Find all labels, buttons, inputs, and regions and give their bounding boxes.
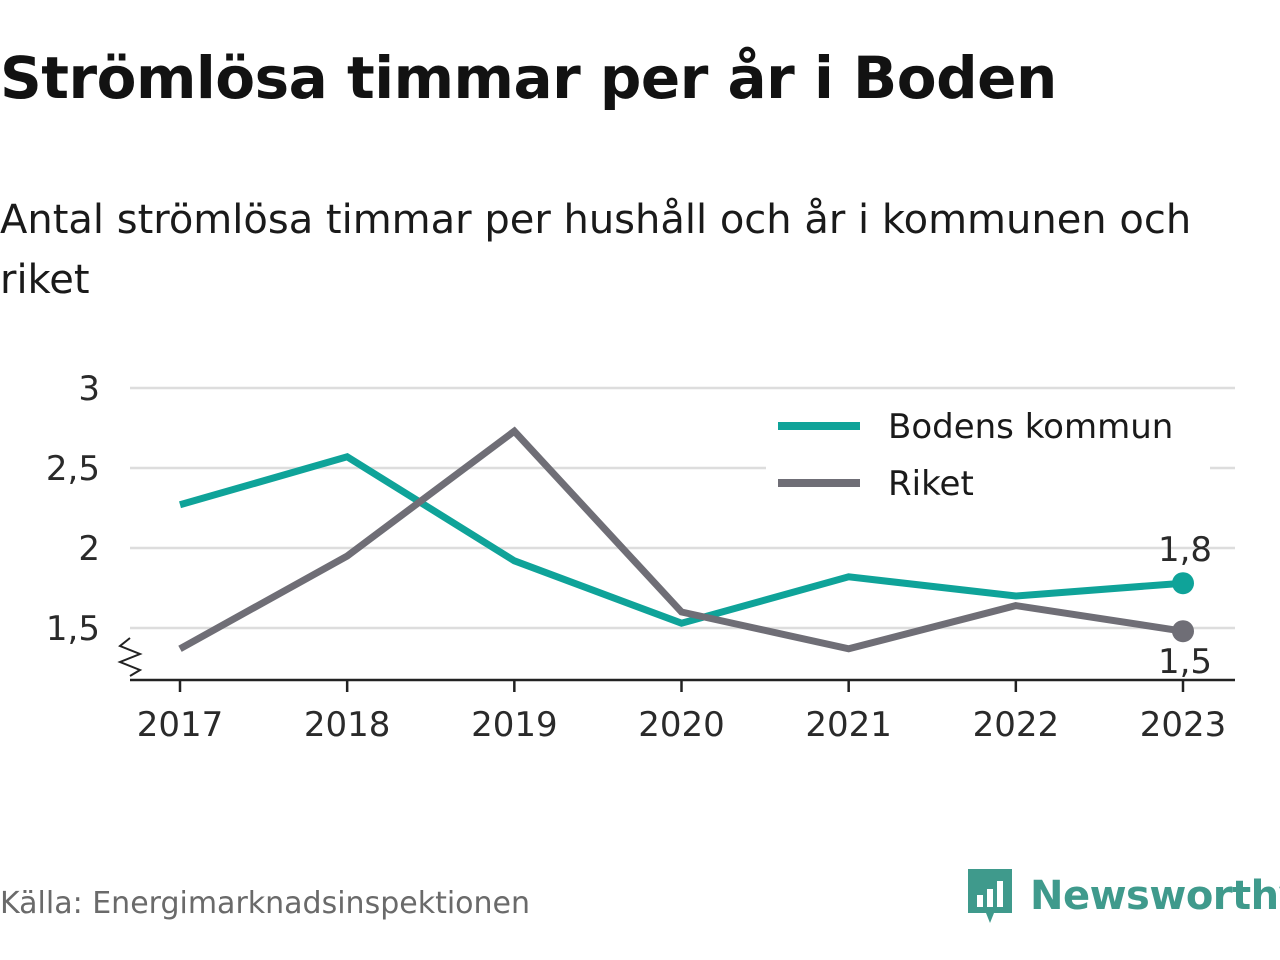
x-tick-label: 2023 [1140, 705, 1227, 745]
legend-label: Bodens kommun [888, 407, 1173, 447]
x-tick-label: 2017 [137, 705, 224, 745]
legend-box [766, 400, 1210, 520]
line-chart: 1,5 2 2,5 3 2017 2018 2019 2020 2021 2022 2023 Bo… [46, 369, 1235, 745]
x-tick-label: 2022 [973, 705, 1060, 745]
x-tick-label: 2021 [805, 705, 892, 745]
axis-break-icon [117, 637, 143, 677]
series-line-riket [178, 426, 1184, 653]
brand-name: Newsworthy [1030, 873, 1280, 919]
brand-logo: Newsworthy [964, 864, 1280, 928]
y-tick-label: 2,5 [46, 449, 100, 489]
end-labels: 1,8 1,5 [1158, 530, 1212, 682]
y-tick-label: 2 [78, 529, 100, 569]
newsworthy-logo-icon [968, 869, 1012, 923]
legend: Bodens kommun Riket [766, 400, 1210, 520]
chart-title: Strömlösa timmar per år i Boden [0, 44, 1057, 112]
end-value-label: 1,8 [1158, 530, 1212, 570]
end-value-label: 1,5 [1158, 642, 1212, 682]
series-line-bodens-kommun [179, 453, 1184, 627]
x-axis: 2017 2018 2019 2020 2021 2022 2023 [117, 637, 1235, 745]
series-lines [178, 426, 1184, 653]
end-point [1172, 620, 1194, 643]
y-axis-ticks: 1,5 2 2,5 3 [46, 369, 100, 649]
source-note: Källa: Energimarknadsinspektionen [0, 886, 531, 921]
x-tick-label: 2018 [304, 705, 391, 745]
end-point [1172, 572, 1194, 595]
x-tick-label: 2019 [471, 705, 558, 745]
y-tick-label: 1,5 [46, 609, 100, 649]
y-tick-label: 3 [78, 369, 100, 409]
chart-subtitle: Antal strömlösa timmar per hushåll och å… [0, 197, 1192, 303]
legend-label: Riket [888, 464, 974, 504]
x-tick-label: 2020 [638, 705, 725, 745]
